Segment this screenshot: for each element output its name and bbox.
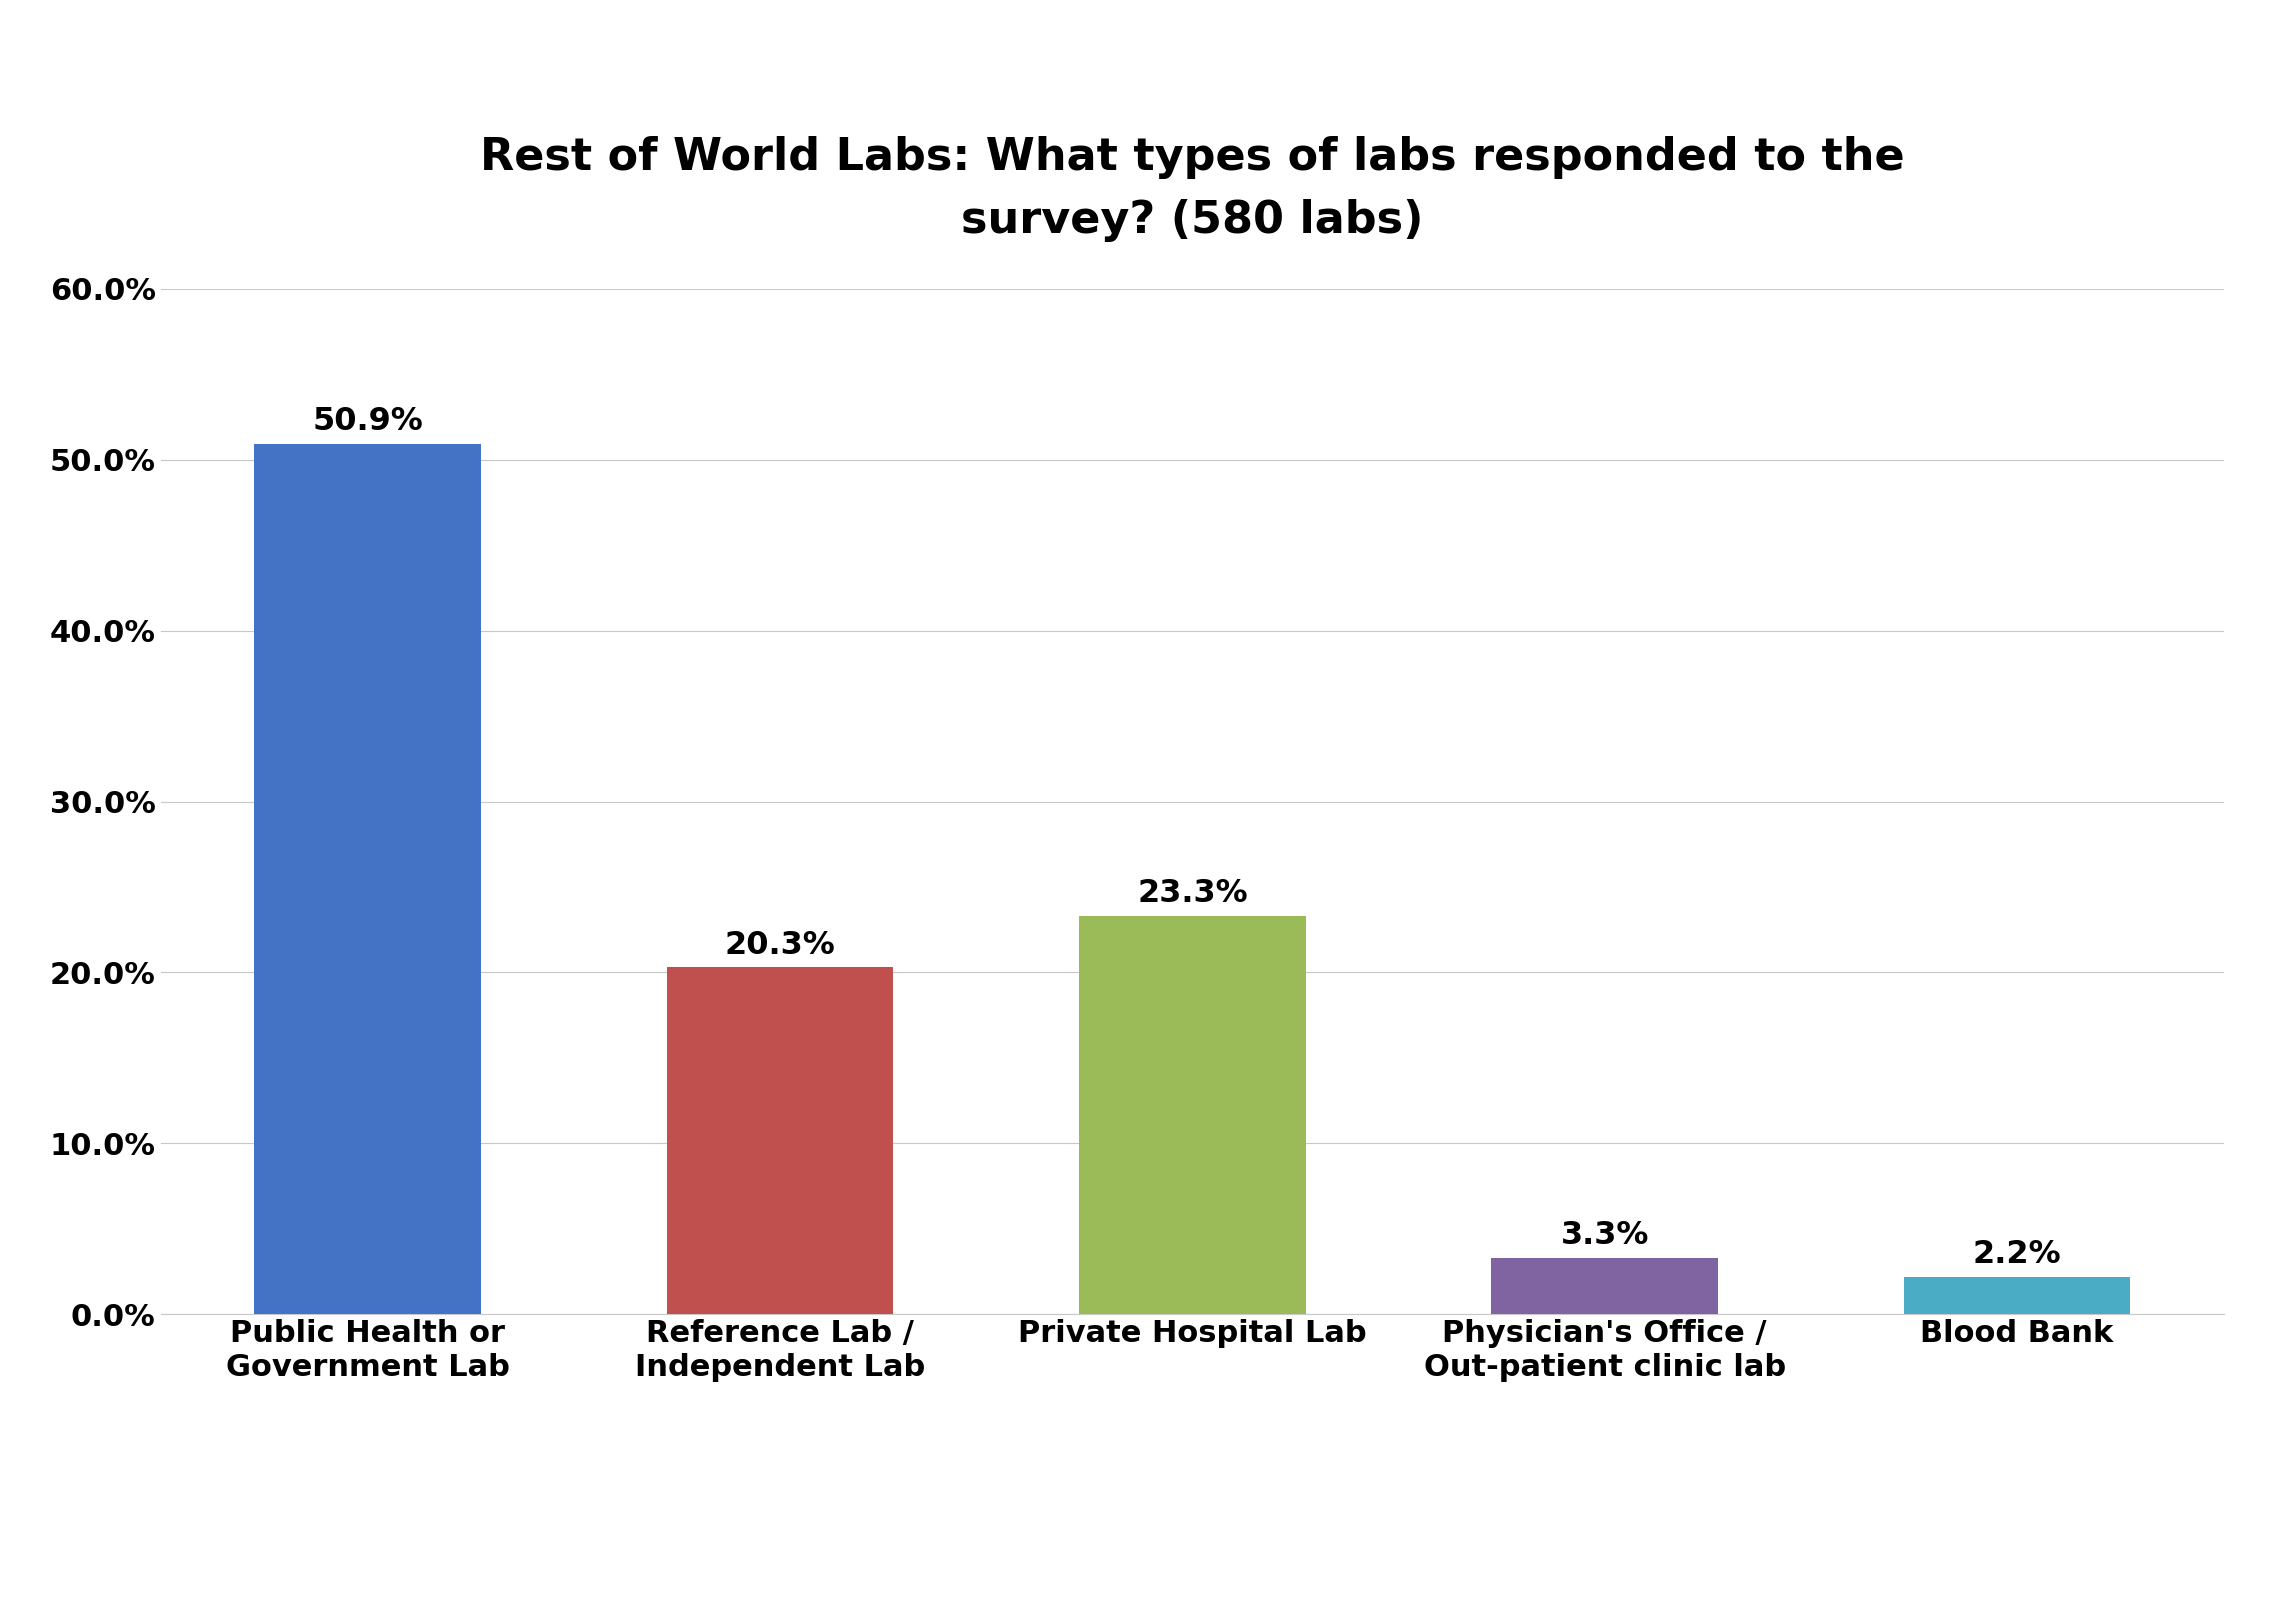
Text: 23.3%: 23.3%: [1137, 878, 1247, 909]
Title: Rest of World Labs: What types of labs responded to the
survey? (580 labs): Rest of World Labs: What types of labs r…: [479, 136, 1905, 242]
Text: 50.9%: 50.9%: [312, 406, 424, 438]
Text: 2.2%: 2.2%: [1972, 1239, 2061, 1270]
Bar: [667, 967, 894, 1314]
Bar: [1903, 1278, 2130, 1314]
Text: 20.3%: 20.3%: [725, 930, 835, 960]
Text: 3.3%: 3.3%: [1562, 1220, 1649, 1252]
Bar: [255, 444, 482, 1314]
Bar: [1490, 1258, 1717, 1314]
Bar: [1080, 915, 1305, 1314]
